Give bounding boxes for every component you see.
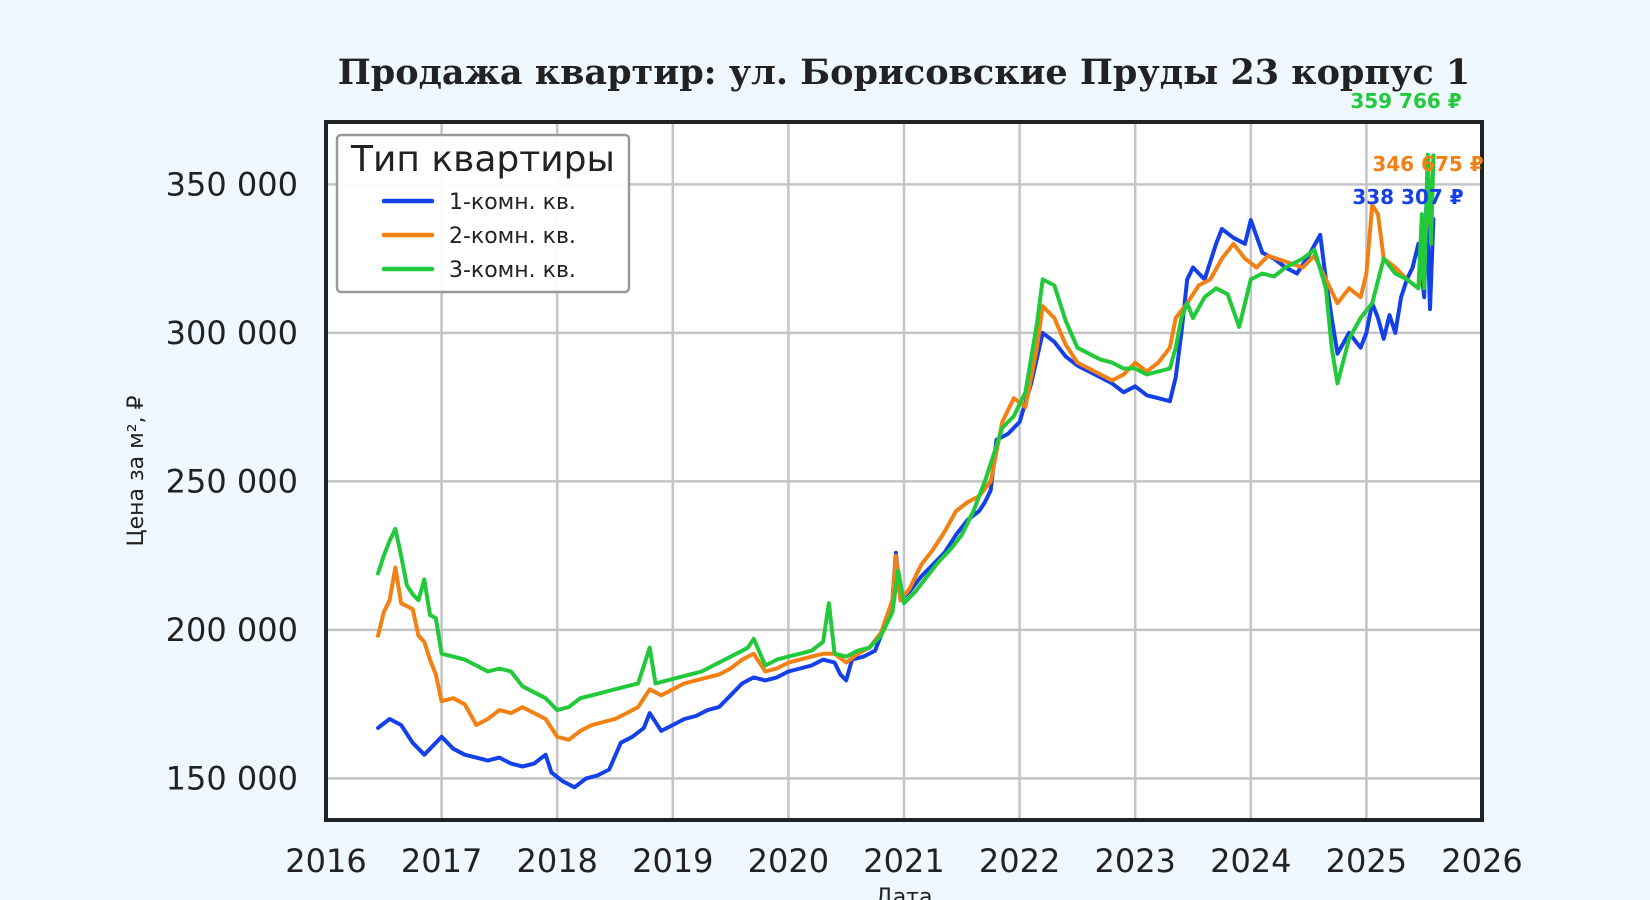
legend-box [335, 133, 631, 294]
axis-ticks: 2016 2017 2018 2019 2020 2021 2022 2023 2024 2025… [166, 165, 1523, 880]
legend-title: Тип квартиры [350, 139, 615, 180]
series-end-label-2: 346 675 ₽ [1372, 152, 1483, 176]
x-axis-label: Дата [876, 885, 933, 900]
y-tick-label-200000: 200 000 [166, 611, 298, 649]
legend-label-2: 2-комн. кв. [449, 224, 576, 249]
x-tick-label-2024: 2024 [1210, 842, 1291, 880]
y-axis-label: Цена за м², ₽ [124, 395, 149, 546]
x-tick-label-2026: 2026 [1441, 842, 1522, 880]
y-tick-label-350000: 350 000 [166, 165, 298, 203]
y-tick-label-150000: 150 000 [166, 759, 298, 797]
x-tick-label-2021: 2021 [863, 842, 944, 880]
chart-title: Продажа квартир: ул. Борисовские Пруды 2… [338, 52, 1471, 93]
plot-frame [324, 120, 1484, 822]
legend-label-3: 3-комн. кв. [449, 258, 576, 283]
y-tick-label-250000: 250 000 [166, 462, 298, 500]
series-end-label-3: 359 766 ₽ [1350, 89, 1461, 113]
grid-lines [326, 122, 1482, 820]
series-lines [376, 152, 1436, 790]
series-end-label-1: 338 307 ₽ [1352, 185, 1463, 209]
x-tick-label-2025: 2025 [1326, 842, 1407, 880]
series-line-2 [376, 192, 1432, 742]
x-tick-label-2017: 2017 [401, 842, 482, 880]
x-tick-label-2020: 2020 [748, 842, 829, 880]
x-tick-label-2023: 2023 [1094, 842, 1175, 880]
legend-items: 1-комн. кв. 2-комн. кв. 3-комн. кв. [381, 190, 576, 283]
legend: Тип квартиры 1-комн. кв. 2-комн. кв. 3-ком… [335, 133, 631, 294]
x-tick-label-2019: 2019 [632, 842, 713, 880]
x-tick-label-2016: 2016 [285, 842, 366, 880]
series-end-labels: 338 307 ₽ 346 675 ₽ 359 766 ₽ [1350, 89, 1483, 209]
x-tick-label-2022: 2022 [979, 842, 1060, 880]
series-line-1 [376, 197, 1436, 790]
x-tick-label-2018: 2018 [516, 842, 597, 880]
y-tick-label-300000: 300 000 [166, 314, 298, 352]
series-line-3 [376, 152, 1436, 713]
legend-label-1: 1-комн. кв. [449, 190, 576, 215]
